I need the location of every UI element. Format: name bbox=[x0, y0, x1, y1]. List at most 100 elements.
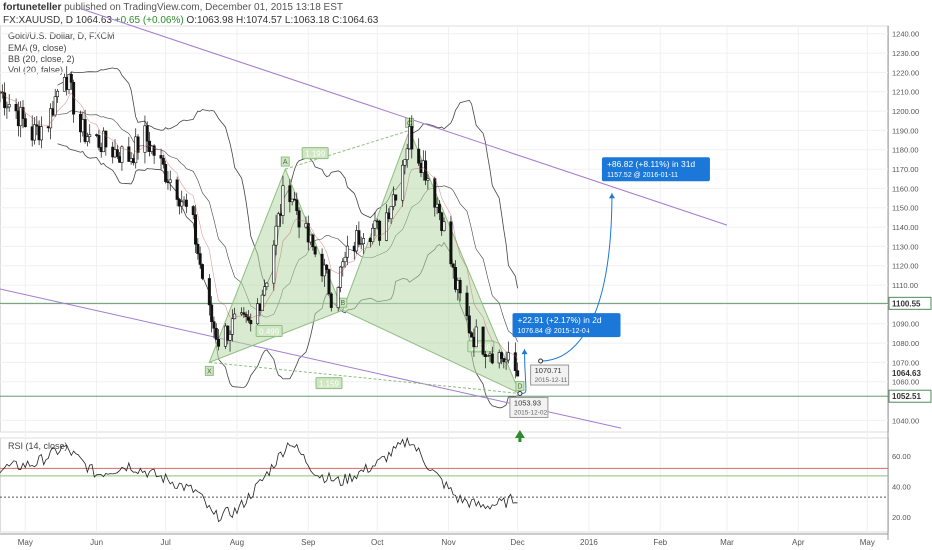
candle-body bbox=[327, 269, 331, 295]
time-tick-label: Nov bbox=[441, 538, 455, 547]
rsi-legend: RSI (14, close) bbox=[8, 441, 68, 451]
projection-sublabel: 1076.84 @ 2015-12-04 bbox=[518, 328, 590, 335]
candle-body bbox=[403, 159, 407, 166]
candle-body bbox=[230, 318, 234, 335]
change-value: +0.65 (+0.06%) bbox=[114, 15, 184, 26]
candle-body bbox=[207, 278, 211, 306]
projection-curve bbox=[540, 193, 613, 362]
candle-body bbox=[474, 326, 478, 348]
price-tick-label: 1040.00 bbox=[892, 416, 919, 425]
candle-body bbox=[500, 352, 504, 359]
harmonic-point-label: D bbox=[517, 383, 522, 390]
candle-body bbox=[506, 352, 510, 361]
price-tick-label: 1110.00 bbox=[892, 281, 918, 290]
price-tick-label: 1190.00 bbox=[892, 126, 919, 135]
price-tick-label: 1200.00 bbox=[892, 107, 919, 116]
candle-body bbox=[120, 146, 124, 163]
candle-body bbox=[384, 212, 388, 241]
candle-body bbox=[69, 74, 73, 83]
time-tick-label: Mar bbox=[720, 538, 734, 547]
candle-body bbox=[322, 264, 326, 277]
ratio-label: 1.199 bbox=[305, 150, 326, 159]
candle-body bbox=[391, 194, 395, 207]
projection-sublabel: 1157.52 @ 2016-01-11 bbox=[607, 172, 678, 179]
price-tick-label: 1170.00 bbox=[892, 165, 919, 174]
candle-body bbox=[39, 126, 43, 141]
candle-body bbox=[33, 124, 37, 141]
price-tick-label: 1160.00 bbox=[892, 184, 919, 193]
candle-body bbox=[210, 304, 214, 322]
candle-body bbox=[470, 332, 474, 338]
candle-body bbox=[486, 355, 490, 357]
candle-body bbox=[272, 244, 276, 284]
time-tick-label: Feb bbox=[653, 538, 667, 547]
price-tick-label: 1210.00 bbox=[892, 88, 919, 97]
candle-body bbox=[196, 243, 200, 254]
candle-body bbox=[458, 280, 462, 294]
candle-body bbox=[378, 220, 382, 241]
candle-body bbox=[53, 96, 57, 116]
price-tick-label: 1120.00 bbox=[892, 262, 919, 271]
candle-body bbox=[325, 264, 329, 270]
candle-body bbox=[212, 321, 216, 329]
harmonic-ratio-line bbox=[209, 361, 520, 394]
harmonic-point-marker bbox=[280, 156, 290, 167]
time-tick-label: Oct bbox=[371, 538, 384, 547]
candle-body bbox=[5, 106, 9, 109]
candle-body bbox=[371, 227, 375, 242]
candle-body bbox=[228, 334, 232, 341]
candle-body bbox=[184, 199, 188, 207]
candle-body bbox=[256, 303, 260, 325]
price-tick-label: 1130.00 bbox=[892, 242, 919, 251]
price-tick-label: 1240.00 bbox=[892, 30, 919, 39]
up-arrow-icon bbox=[514, 430, 525, 438]
candle-body bbox=[357, 230, 361, 245]
candle-body bbox=[85, 136, 89, 142]
chart-title-legend: Gold/U.S. Dollar, D, FXCM bbox=[8, 31, 115, 41]
time-tick-label: Jul bbox=[161, 538, 171, 547]
candle-body bbox=[226, 325, 230, 341]
ratio-box bbox=[255, 324, 283, 337]
candle-body bbox=[249, 320, 253, 325]
open-value: O:1063.98 bbox=[186, 15, 234, 26]
low-value: L:1063.18 bbox=[284, 15, 330, 26]
ratio-label: 1.159 bbox=[319, 380, 340, 389]
price-label-box bbox=[888, 296, 932, 310]
candle-body bbox=[295, 199, 299, 212]
price-tick-label: 1080.00 bbox=[892, 339, 919, 348]
candle-body bbox=[191, 206, 195, 216]
candle-body bbox=[311, 234, 315, 248]
ema-line bbox=[0, 91, 518, 360]
candle-body bbox=[127, 146, 131, 162]
candle-body bbox=[263, 286, 267, 296]
candle-body bbox=[341, 261, 345, 268]
ratio-box bbox=[301, 147, 329, 160]
time-tick-label: Apr bbox=[792, 538, 805, 547]
candle-body bbox=[405, 148, 409, 160]
candle-body bbox=[35, 124, 39, 127]
candle-body bbox=[175, 179, 179, 200]
ratio-box bbox=[315, 377, 343, 390]
harmonic-point-label: X bbox=[207, 368, 212, 375]
harmonic-ratio-line bbox=[285, 129, 410, 170]
candle-body bbox=[152, 145, 156, 156]
time-tick-label: Jun bbox=[90, 538, 103, 547]
author-name[interactable]: fortuneteller bbox=[3, 2, 62, 13]
candle-body bbox=[394, 194, 398, 201]
time-tick-label: Dec bbox=[510, 538, 524, 547]
candle-body bbox=[454, 267, 458, 290]
candle-body bbox=[389, 206, 393, 220]
time-tick-label: May bbox=[860, 538, 875, 547]
close-value: C:1064.63 bbox=[332, 15, 379, 26]
candle-body bbox=[490, 353, 494, 364]
price-tick-label: 1180.00 bbox=[892, 146, 919, 155]
candle-body bbox=[49, 108, 53, 129]
ratio-label: 0.499 bbox=[259, 327, 280, 336]
symbol-line: FX:XAUUSD, D 1064.63 +0.65 (+0.06%) O:10… bbox=[3, 15, 378, 26]
publish-header: fortuneteller published on TradingView.c… bbox=[3, 2, 343, 13]
price-label: 1052.51 bbox=[892, 392, 921, 401]
candle-body bbox=[449, 221, 453, 265]
candle-body bbox=[194, 214, 198, 245]
rsi-tick-label: 20.00 bbox=[892, 513, 911, 522]
